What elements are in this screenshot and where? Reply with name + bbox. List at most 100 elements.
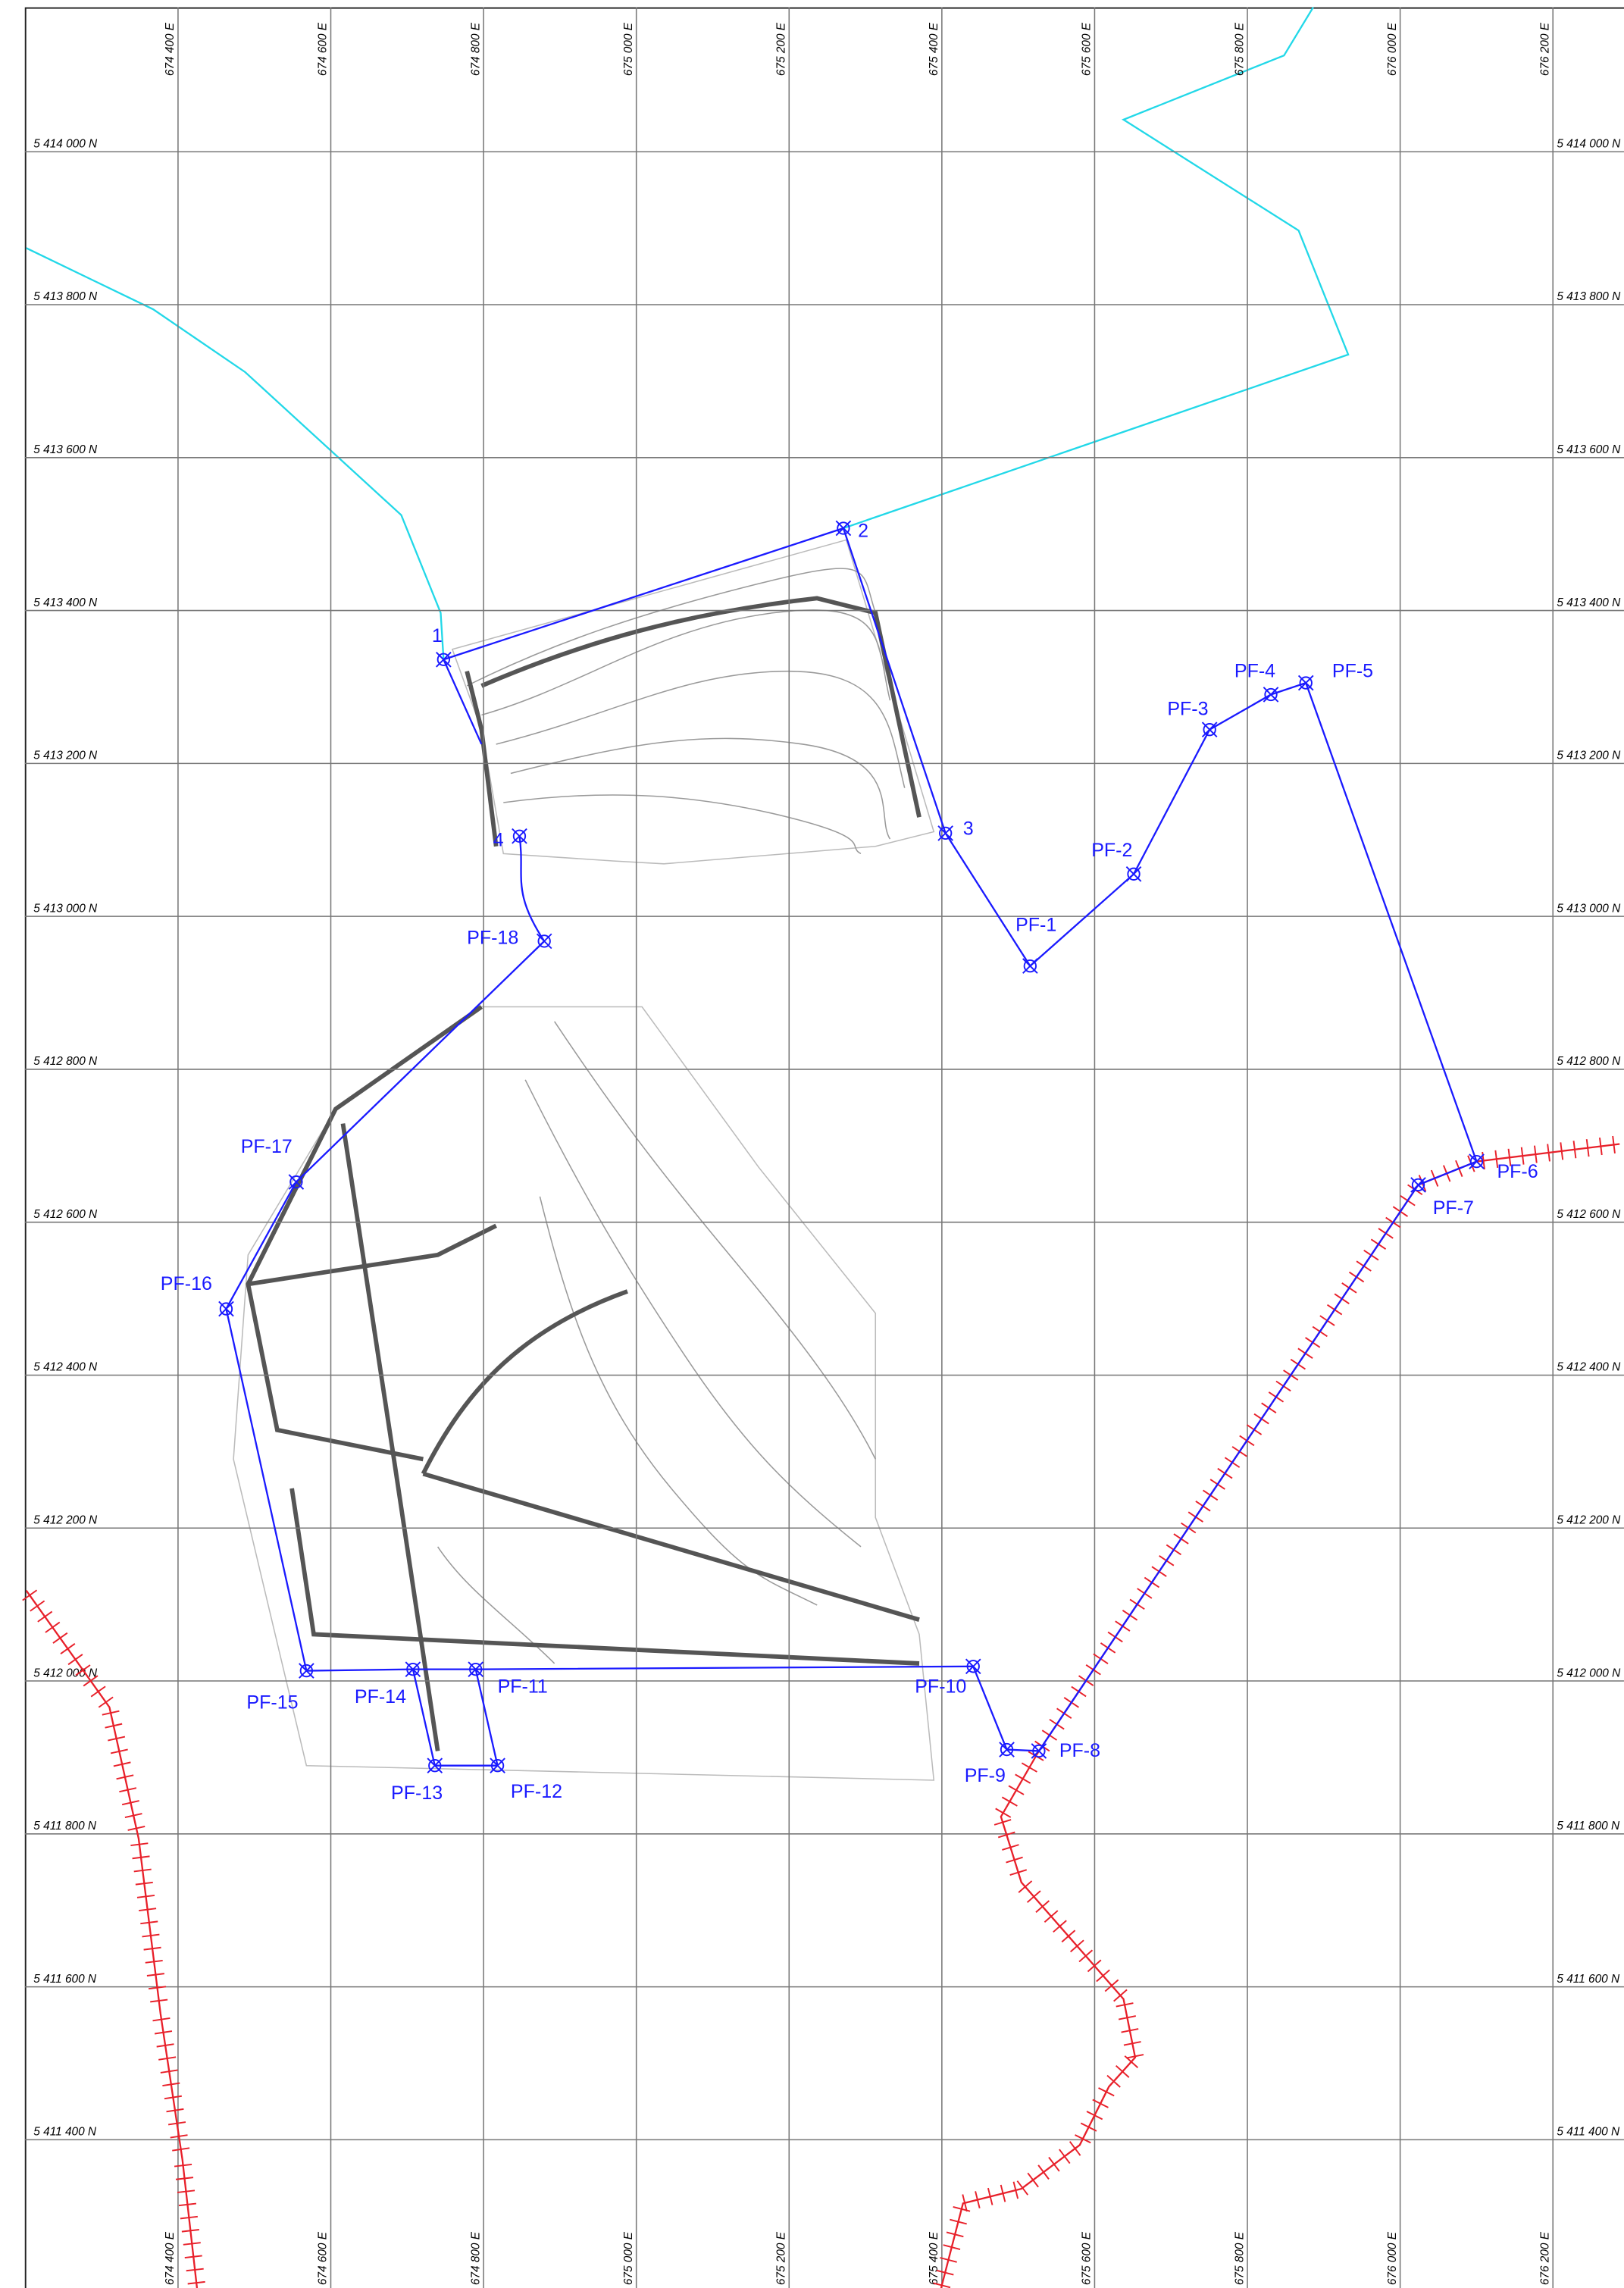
survey-point-cross xyxy=(1022,958,1038,974)
railway-tick xyxy=(1048,2156,1060,2172)
railway-tick xyxy=(158,2056,177,2061)
survey-point-cross xyxy=(436,651,452,668)
easting-label: 675 800 E xyxy=(1233,2231,1246,2285)
northing-label: 5 414 000 N xyxy=(1557,137,1621,150)
railway-tick xyxy=(987,2187,993,2205)
railway-tick xyxy=(1123,2041,1141,2046)
northing-label: 5 413 800 N xyxy=(33,290,98,303)
survey-point xyxy=(939,826,953,840)
contour xyxy=(503,794,862,855)
railway-tick xyxy=(160,2069,178,2074)
survey-point-cross xyxy=(1469,1153,1485,1169)
railway-tick xyxy=(1096,1969,1110,1983)
railway xyxy=(25,1589,199,2288)
railway-tick xyxy=(1075,2134,1091,2144)
railway-tick xyxy=(1027,2172,1039,2188)
northing-label: 5 413 000 N xyxy=(33,902,98,915)
survey-point xyxy=(1203,723,1216,737)
survey-point-cross xyxy=(1031,1743,1047,1759)
railway-tick xyxy=(1044,1910,1059,1923)
railway-tick xyxy=(102,1710,120,1716)
point-label: PF-2 xyxy=(1091,840,1132,861)
railway-tick xyxy=(1126,2054,1144,2059)
point-label: PF-3 xyxy=(1167,698,1208,719)
boundary-line xyxy=(26,247,445,660)
railway-tick xyxy=(113,1761,131,1767)
northing-label: 5 412 000 N xyxy=(1557,1667,1621,1679)
roads xyxy=(246,596,922,1751)
point-label: PF-7 xyxy=(1433,1197,1474,1219)
northing-label: 5 411 400 N xyxy=(33,2126,97,2139)
easting-label: 676 000 E xyxy=(1386,22,1399,76)
point-label: PF-12 xyxy=(511,1781,562,1802)
point-label: PF-17 xyxy=(241,1136,293,1157)
survey-point-cross xyxy=(965,1658,981,1675)
railway-tick xyxy=(1118,2015,1136,2020)
railway-tick xyxy=(60,1643,76,1654)
contour xyxy=(437,1546,555,1664)
easting-label: 675 600 E xyxy=(1081,2231,1094,2285)
railway-tick xyxy=(1520,1147,1525,1165)
survey-point xyxy=(1023,959,1037,973)
survey-point xyxy=(1000,1742,1014,1757)
railway-tick xyxy=(1080,2122,1097,2132)
railway-tick xyxy=(1061,1930,1076,1943)
railway-tick xyxy=(166,2108,184,2113)
point-label: PF-1 xyxy=(1015,914,1056,935)
railway-tick xyxy=(108,1736,126,1742)
railway-tick xyxy=(1069,2141,1081,2156)
railway-tick xyxy=(177,2189,196,2193)
northing-label: 5 413 800 N xyxy=(1557,290,1621,303)
railway-tick xyxy=(1612,1135,1616,1154)
railway-tick xyxy=(962,2194,968,2212)
point-label: PF-18 xyxy=(467,928,518,949)
railway-tick xyxy=(1015,1773,1031,1784)
northing-label: 5 411 400 N xyxy=(1557,2126,1620,2139)
railway-tick xyxy=(174,2163,192,2167)
survey-point-cross xyxy=(835,520,852,537)
survey-point-cross xyxy=(299,1663,314,1679)
railway-tick xyxy=(152,2017,171,2022)
survey-point xyxy=(837,521,850,535)
boundary-line xyxy=(843,7,1350,530)
northing-label: 5 412 800 N xyxy=(33,1055,98,1068)
railway-tick xyxy=(133,1868,152,1873)
railway-tick xyxy=(140,1920,158,1925)
railway-tick xyxy=(1018,1880,1033,1893)
railway-tick xyxy=(1000,2184,1006,2202)
road xyxy=(289,1488,920,1666)
survey-point-cross xyxy=(1125,865,1142,882)
railway-tick xyxy=(156,2043,174,2048)
survey-point xyxy=(1032,1744,1046,1758)
northing-label: 5 412 200 N xyxy=(33,1513,98,1526)
railway-tick xyxy=(1115,2064,1130,2078)
road xyxy=(247,1223,497,1287)
contour xyxy=(510,737,891,840)
contour xyxy=(554,1021,876,1460)
railway-tick xyxy=(105,1723,123,1729)
railway-tick xyxy=(1106,2074,1121,2088)
survey-point-cross xyxy=(1410,1177,1426,1193)
railway-tick xyxy=(1507,1148,1512,1166)
railway-tick xyxy=(1037,2164,1050,2180)
railway-tick xyxy=(180,2215,198,2220)
road xyxy=(480,596,922,818)
northing-label: 5 414 000 N xyxy=(33,137,98,150)
survey-point xyxy=(1264,687,1278,702)
railway-tick xyxy=(1087,1959,1102,1973)
railway-tick xyxy=(150,1998,168,2003)
survey-point-cross xyxy=(1297,675,1314,691)
northing-label: 5 413 600 N xyxy=(1557,443,1621,456)
railway-tick xyxy=(139,1908,157,1911)
point-label: 4 xyxy=(493,830,504,851)
railway-tick xyxy=(110,1748,128,1754)
railway-tick xyxy=(184,2255,202,2259)
northing-label: 5 413 400 N xyxy=(33,596,98,609)
railway-tick xyxy=(181,2229,199,2233)
railway-tick xyxy=(1009,1869,1028,1876)
railway-tick xyxy=(1001,1796,1018,1807)
point-label: PF-14 xyxy=(355,1686,406,1707)
northing-label: 5 412 400 N xyxy=(33,1361,98,1374)
railway-tick xyxy=(1124,2055,1139,2068)
railway-tick xyxy=(52,1632,68,1644)
